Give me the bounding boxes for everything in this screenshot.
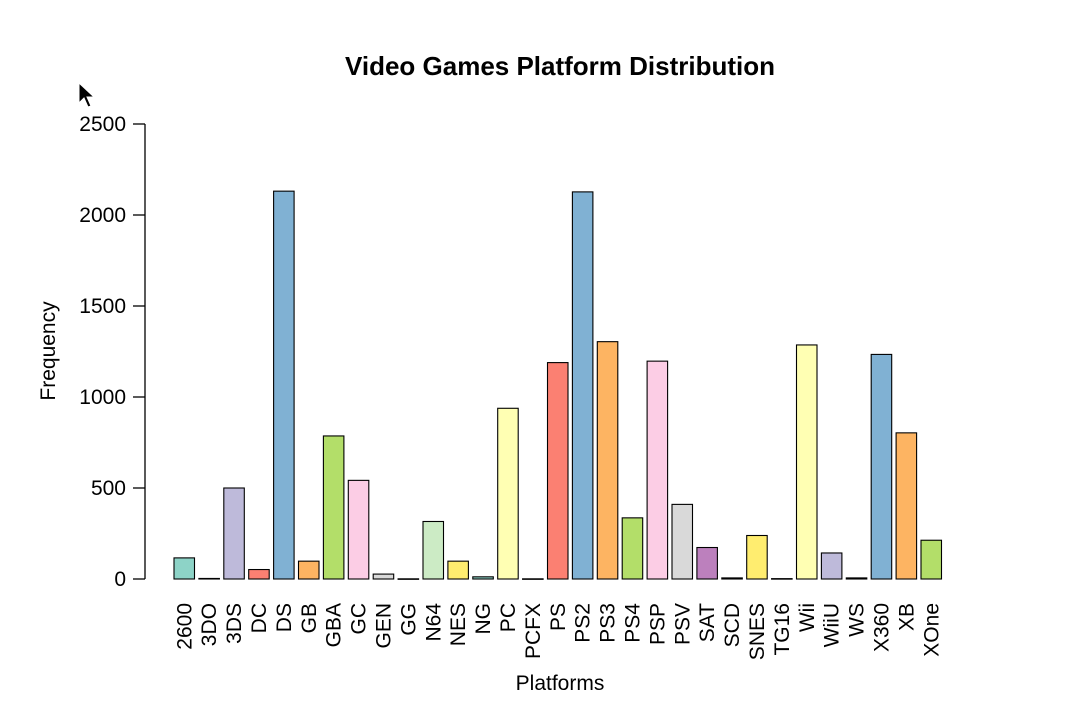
bar-ws <box>845 577 868 580</box>
y-tick-label: 1500 <box>79 295 126 318</box>
bar-xone <box>920 539 943 580</box>
y-tick-label: 0 <box>114 568 126 591</box>
x-tick-label: WS <box>846 603 869 637</box>
chart-title: Video Games Platform Distribution <box>345 51 775 81</box>
x-axis-tick-labels: 2600 3DO 3DS DC DS GB GBA GC GEN GG N64 NES NG PC PCFX… <box>173 603 943 661</box>
x-tick-label: XB <box>895 603 918 631</box>
x-tick-label: PS <box>547 603 570 631</box>
bar-sat <box>696 546 718 580</box>
x-tick-label: XOne <box>920 603 943 657</box>
x-tick-label: PSP <box>646 603 669 645</box>
y-axis: 0 500 1000 1500 2000 2500 <box>79 113 146 591</box>
bar-3ds <box>223 487 245 580</box>
bar-ps2 <box>571 191 594 580</box>
bar-wiiu <box>820 552 843 580</box>
bar-ng <box>472 576 494 580</box>
x-tick-label: GEN <box>372 603 395 649</box>
y-tick-label: 2000 <box>79 204 126 227</box>
x-tick-label: DS <box>273 603 296 632</box>
y-tick-label: 1000 <box>79 386 126 409</box>
x-tick-label: 3DS <box>223 603 246 644</box>
bar-ds <box>273 190 295 580</box>
bar-scd <box>721 577 743 580</box>
x-tick-label: PSV <box>671 603 694 645</box>
bar-psv <box>671 503 694 580</box>
x-tick-label: DC <box>248 603 271 633</box>
bar-tg16 <box>771 578 793 580</box>
bar-x360 <box>870 353 893 580</box>
x-tick-label: N64 <box>422 603 445 642</box>
x-tick-label: PC <box>497 603 520 632</box>
bar-gc <box>347 479 370 580</box>
bar-nes <box>447 560 469 580</box>
x-tick-label: NES <box>447 603 470 646</box>
x-tick-label: PS4 <box>621 603 644 643</box>
bars-group <box>173 190 943 580</box>
bar-dc <box>248 568 270 580</box>
x-tick-label: GB <box>298 603 321 633</box>
bar-gen <box>372 573 395 580</box>
y-tick-label: 2500 <box>79 113 126 136</box>
x-tick-label: Wii <box>796 603 819 632</box>
x-tick-label: WiiU <box>821 603 844 647</box>
x-axis-label: Platforms <box>516 672 605 695</box>
bar-ps4 <box>621 517 644 580</box>
bar-snes <box>746 534 768 580</box>
bar-3do <box>198 577 220 580</box>
x-tick-label: NG <box>472 603 495 635</box>
mouse-pointer-icon <box>78 82 96 108</box>
bar-ps <box>546 362 569 580</box>
bar-pcfx <box>522 578 544 580</box>
bar-2600 <box>173 557 196 580</box>
bar-gb <box>297 560 320 580</box>
bar-n64 <box>422 520 445 580</box>
bar-xb <box>895 432 918 580</box>
x-tick-label: GC <box>348 603 371 635</box>
x-tick-label: PS3 <box>597 603 620 643</box>
bar-pc <box>497 407 519 580</box>
y-tick-label: 500 <box>91 477 126 500</box>
y-axis-label: Frequency <box>37 301 60 401</box>
x-tick-label: PS2 <box>572 603 595 643</box>
bar-gba <box>322 435 345 580</box>
x-tick-label: PCFX <box>522 603 545 659</box>
x-tick-label: SNES <box>746 603 769 660</box>
bar-wii <box>795 344 818 580</box>
bar-ps3 <box>596 341 619 580</box>
x-tick-label: 2600 <box>173 603 196 650</box>
bar-gg <box>397 578 420 580</box>
x-tick-label: GG <box>397 603 420 636</box>
x-tick-label: TG16 <box>771 603 794 656</box>
x-tick-label: X360 <box>870 603 893 652</box>
bar-psp <box>646 360 669 580</box>
x-tick-label: 3DO <box>198 603 221 646</box>
x-tick-label: GBA <box>323 603 346 647</box>
x-tick-label: SAT <box>696 603 719 642</box>
x-tick-label: SCD <box>721 603 744 647</box>
